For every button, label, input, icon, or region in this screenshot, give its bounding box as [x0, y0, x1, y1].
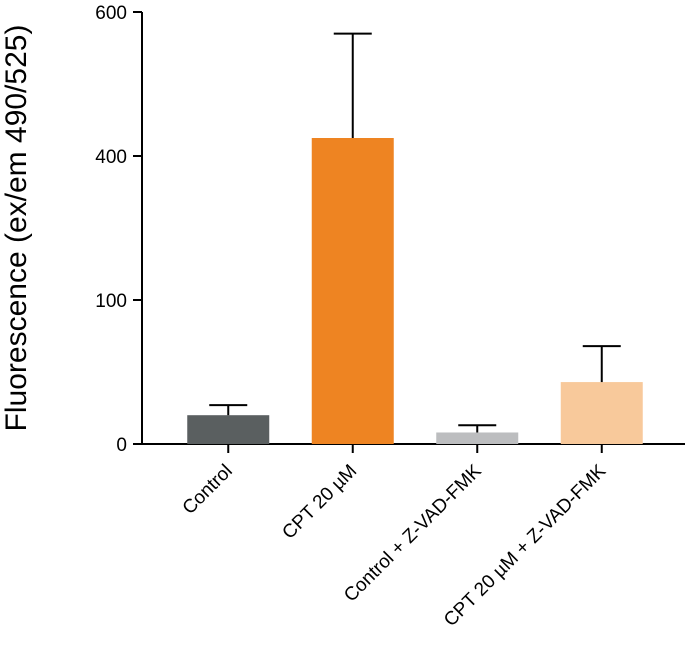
y-tick-label: 400 [95, 147, 127, 168]
bar [311, 138, 394, 444]
y-axis-title: Fluorescence (ex/em 490/525) [0, 25, 33, 432]
x-tick-label: Control + Z-VAD-FMK [340, 460, 486, 606]
bar [436, 432, 519, 444]
y-tick-label: 0 [116, 435, 127, 456]
bar [560, 382, 643, 444]
bar [187, 415, 270, 444]
y-tick-label: 100 [95, 291, 127, 312]
x-tick-label: Control [179, 461, 237, 519]
x-tick-label: CPT 20 µM [278, 461, 361, 544]
bars [187, 32, 643, 444]
y-tick-label: 600 [95, 3, 127, 24]
